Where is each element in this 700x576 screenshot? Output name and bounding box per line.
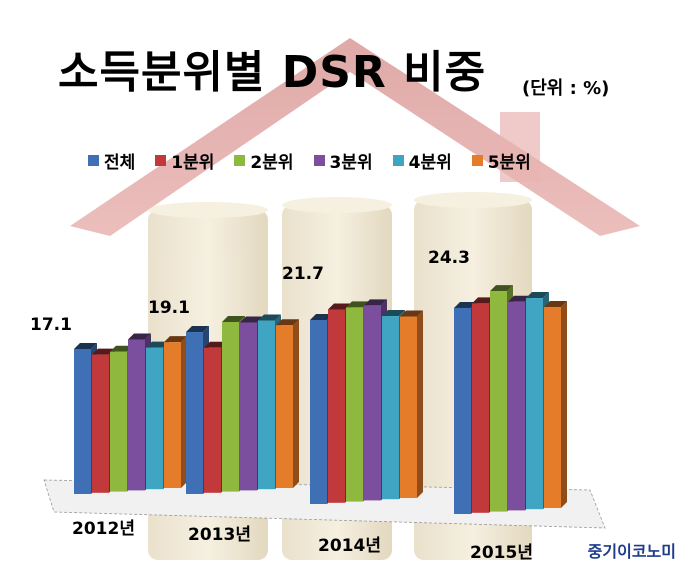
data-label: 24.3 (428, 248, 470, 268)
coin-stack-top (282, 197, 392, 213)
bar (508, 301, 525, 511)
chart-title: 소득분위별 DSR 비중 (58, 47, 487, 98)
house-roof (70, 38, 640, 236)
bar (490, 291, 507, 512)
bar-side (417, 310, 423, 498)
legend-item-2분위: 2분위 (234, 148, 294, 173)
bar-top (92, 348, 115, 355)
bar (164, 342, 181, 488)
data-label: 21.7 (282, 264, 324, 284)
bar (544, 307, 561, 508)
legend-label: 전체 (104, 153, 136, 173)
bar (258, 320, 275, 490)
bar-top (258, 314, 281, 321)
bar (364, 305, 381, 501)
data-label: 19.1 (148, 298, 190, 318)
coin-stack-top (414, 192, 532, 208)
unit-label: (단위 : %) (522, 78, 610, 99)
legend-item-3분위: 3분위 (313, 148, 373, 173)
bar-top (110, 345, 133, 352)
bar-top (310, 313, 333, 320)
house-chimney (500, 112, 540, 182)
bar (276, 325, 293, 488)
bar-top (204, 341, 227, 348)
bar (310, 319, 327, 504)
bar (472, 303, 489, 513)
legend: 전체 1분위 2분위 3분위 4분위 5분위 (88, 148, 531, 173)
bar-top (146, 341, 169, 348)
bar (240, 322, 257, 491)
bar (382, 316, 399, 500)
bar (74, 349, 91, 494)
bar (128, 339, 145, 491)
bar-top (328, 303, 351, 310)
bar-top (472, 297, 495, 304)
legend-swatch (471, 155, 483, 166)
coin-stack-top (148, 202, 268, 218)
legend-swatch (234, 155, 246, 166)
legend-label: 2분위 (250, 153, 294, 173)
bar (146, 347, 163, 490)
legend-item-5분위: 5분위 (471, 148, 531, 173)
bar-top (544, 301, 567, 308)
bar-top (400, 310, 423, 317)
bar-top (186, 326, 209, 333)
legend-label: 1분위 (171, 153, 215, 173)
bar-side (181, 336, 187, 488)
bar (204, 347, 221, 493)
legend-swatch (313, 155, 325, 166)
category-label: 2014년 (318, 536, 381, 556)
bar-top (526, 292, 549, 299)
bar (526, 298, 543, 510)
bar (454, 307, 471, 514)
bar (346, 307, 363, 502)
bar (186, 332, 203, 494)
bar-top (346, 301, 369, 308)
legend-item-4분위: 4분위 (392, 148, 452, 173)
bar-top (364, 299, 387, 306)
legend-item-전체: 전체 (88, 148, 135, 173)
category-label: 2012년 (72, 519, 135, 539)
bar-top (454, 301, 477, 308)
bar-top (382, 310, 405, 317)
bar-side (561, 301, 567, 508)
bar (400, 316, 417, 498)
bar (222, 322, 239, 492)
bar-top (74, 343, 97, 349)
legend-label: 5분위 (487, 153, 531, 173)
bar (110, 351, 127, 492)
bar-top (164, 336, 187, 343)
bar (328, 309, 345, 503)
bar-top (240, 316, 263, 323)
bar-side (293, 319, 299, 488)
category-label: 2015년 (470, 543, 533, 563)
bar-top (508, 295, 531, 302)
legend-swatch (88, 155, 99, 166)
bar (92, 354, 109, 493)
category-label: 2013년 (188, 525, 251, 545)
watermark: 중기이코노미 (587, 542, 676, 561)
bar-top (276, 319, 299, 326)
data-label: 17.1 (30, 315, 72, 335)
bar-top (222, 316, 245, 323)
legend-swatch (392, 155, 404, 166)
legend-item-1분위: 1분위 (155, 148, 214, 173)
bar-top (490, 285, 513, 292)
legend-swatch (155, 155, 167, 166)
legend-label: 3분위 (329, 153, 373, 173)
legend-label: 4분위 (408, 153, 452, 173)
bar-top (128, 333, 151, 340)
